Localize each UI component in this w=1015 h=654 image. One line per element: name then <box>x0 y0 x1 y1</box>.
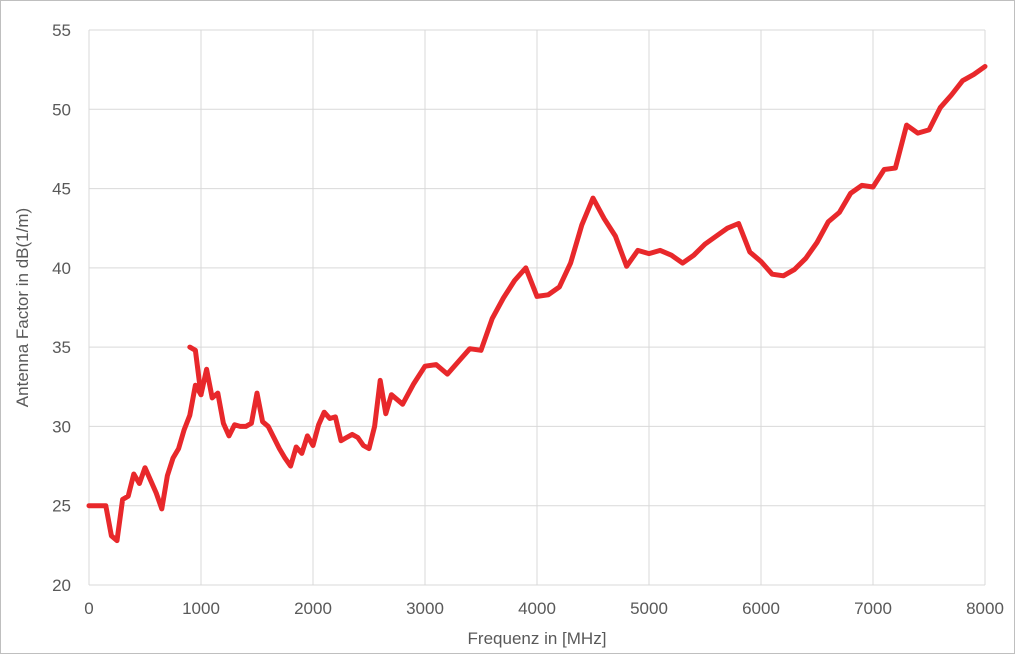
gridlines <box>88 29 986 586</box>
y-axis-title: Antenna Factor in dB(1/m) <box>13 208 32 407</box>
x-tick-label: 6000 <box>742 599 780 618</box>
y-tick-label: 20 <box>52 576 71 595</box>
y-tick-label: 50 <box>52 100 71 119</box>
x-tick-label: 0 <box>84 599 93 618</box>
y-tick-label: 45 <box>52 180 71 199</box>
x-tick-label: 2000 <box>294 599 332 618</box>
x-tick-label: 4000 <box>518 599 556 618</box>
y-tick-label: 30 <box>52 417 71 436</box>
y-tick-label: 40 <box>52 259 71 278</box>
x-tick-label: 1000 <box>182 599 220 618</box>
series-line-2 <box>187 344 204 398</box>
x-tick-label: 5000 <box>630 599 668 618</box>
y-tick-label: 25 <box>52 497 71 516</box>
y-tick-label: 55 <box>52 21 71 40</box>
y-tick-labels: 20 25 30 35 40 45 50 55 <box>52 21 71 595</box>
y-tick-label: 35 <box>52 338 71 357</box>
x-axis-title: Frequenz in [MHz] <box>468 629 607 648</box>
x-tick-labels: 0 1000 2000 3000 4000 5000 6000 7000 8000 <box>84 599 1004 618</box>
series-lines <box>86 64 988 544</box>
x-tick-label: 7000 <box>854 599 892 618</box>
x-tick-label: 8000 <box>966 599 1004 618</box>
x-tick-label: 3000 <box>406 599 444 618</box>
